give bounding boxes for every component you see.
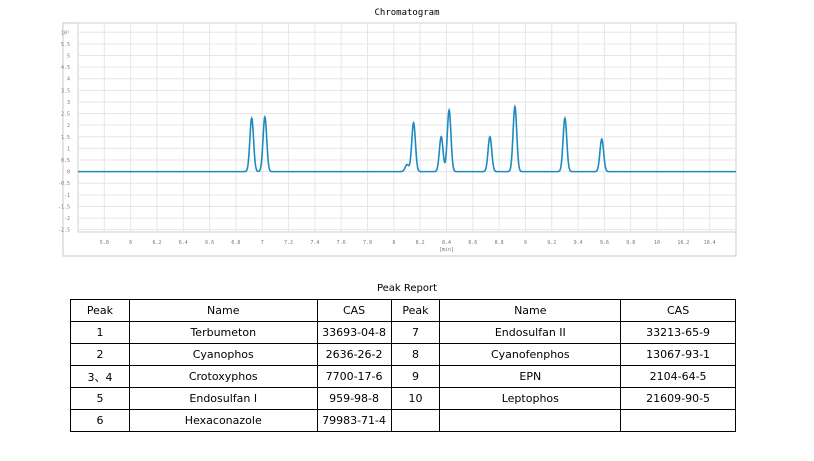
table-cell: Crotoxyphos	[128, 365, 318, 388]
header-cas: CAS	[316, 299, 392, 322]
table-cell: 33693-04-8	[316, 321, 392, 344]
y-tick-label: -1.5	[58, 204, 70, 210]
x-tick-label: 10.4	[704, 240, 716, 246]
table-cell: 2	[70, 343, 130, 366]
table-cell: Leptophos	[439, 387, 622, 410]
table-cell: Endosulfan I	[128, 387, 318, 410]
table-cell: 2636-26-2	[316, 343, 392, 366]
header-name: Name	[128, 299, 318, 322]
table-row: 6 Hexaconazole 79983-71-4	[70, 409, 736, 432]
table-cell: 6	[70, 409, 130, 432]
table-cell: Hexaconazole	[128, 409, 318, 432]
y-tick-label: 1.5	[61, 135, 70, 141]
y-tick-label: 5.5	[61, 42, 70, 48]
y-tick-label: 0	[67, 170, 70, 176]
table-cell: 10	[390, 387, 441, 410]
x-tick-label: 9.6	[600, 240, 609, 246]
y-tick-label: 1	[67, 146, 70, 152]
y-tick-label: 2.5	[61, 112, 70, 118]
table-row: 1 Terbumeton 33693-04-8 7 Endosulfan II …	[70, 321, 736, 344]
x-tick-label: 6.6	[205, 240, 214, 246]
table-cell	[439, 409, 622, 432]
table-cell: 3、4	[70, 365, 130, 388]
y-tick-label: 0.5	[61, 158, 70, 164]
y-tick-label: 3.5	[61, 88, 70, 94]
y-tick-label: -0.5	[58, 181, 70, 187]
x-tick-label: 7.6	[337, 240, 346, 246]
x-tick-label: 8.6	[468, 240, 477, 246]
x-tick-label: 8.8	[495, 240, 504, 246]
x-tick-label: 8.2	[416, 240, 425, 246]
table-cell: 13067-93-1	[620, 343, 736, 366]
x-tick-label: 7	[261, 240, 264, 246]
x-tick-label: 6.4	[179, 240, 188, 246]
y-tick-label: -1	[64, 193, 70, 199]
x-tick-label: 10	[654, 240, 660, 246]
table-row: 2 Cyanophos 2636-26-2 8 Cyanofenphos 130…	[70, 343, 736, 366]
table-cell	[390, 409, 441, 432]
x-tick-label: 9	[524, 240, 527, 246]
header-peak: Peak	[70, 299, 130, 322]
chart-frame	[62, 22, 737, 257]
x-tick-label: 7.4	[310, 240, 319, 246]
table-cell: 33213-65-9	[620, 321, 736, 344]
x-tick-label: 9.2	[547, 240, 556, 246]
y-tick-label: -2.5	[58, 228, 70, 234]
x-tick-label: 10.2	[677, 240, 689, 246]
chromatogram-trace	[78, 103, 736, 173]
x-tick-label: 7.8	[363, 240, 372, 246]
y-tick-label: 10⁵	[61, 30, 70, 36]
header-name-2: Name	[439, 299, 622, 322]
table-cell	[620, 409, 736, 432]
table-cell: 1	[70, 321, 130, 344]
table-cell: 5	[70, 387, 130, 410]
table-cell: 7	[390, 321, 441, 344]
x-tick-label: 6.8	[231, 240, 240, 246]
x-tick-label: 8	[392, 240, 395, 246]
table-cell: 21609-90-5	[620, 387, 736, 410]
header-peak-2: Peak	[390, 299, 441, 322]
table-cell: EPN	[439, 365, 622, 388]
table-cell: 79983-71-4	[316, 409, 392, 432]
y-tick-label: 4.5	[61, 65, 70, 71]
x-axis-label: [min]	[439, 247, 454, 253]
peak-report-table: Peak Name CAS Peak Name CAS 1 Terbumeton…	[70, 299, 736, 432]
x-tick-label: 8.4	[442, 240, 451, 246]
y-tick-label: 5	[67, 54, 70, 60]
table-cell: 2104-64-5	[620, 365, 736, 388]
table-cell: Terbumeton	[128, 321, 318, 344]
plot-area	[77, 22, 737, 233]
table-cell: Endosulfan II	[439, 321, 622, 344]
table-cell: 8	[390, 343, 441, 366]
x-tick-label: 6	[129, 240, 132, 246]
y-tick-label: 2	[67, 123, 70, 129]
chromatogram-chart: 10⁵ 5.5 5 4.5 4 3.5 3 2.5 2 1.5 1 0.5 0 -0.5 -1 -1.5 -2 -…	[58, 22, 737, 257]
table-row: 5 Endosulfan I 959-98-8 10 Leptophos 216…	[70, 387, 736, 410]
table-cell: Cyanophos	[128, 343, 318, 366]
y-tick-label: 4	[67, 77, 70, 83]
header-cas-2: CAS	[620, 299, 736, 322]
table-cell: 959-98-8	[316, 387, 392, 410]
x-tick-label: 5.8	[100, 240, 109, 246]
table-row: 3、4 Crotoxyphos 7700-17-6 9 EPN 2104-64-…	[70, 365, 736, 388]
table-header-row: Peak Name CAS Peak Name CAS	[70, 299, 736, 322]
table-cell: 9	[390, 365, 441, 388]
y-tick-label: -2	[64, 216, 70, 222]
y-tick-label: 3	[67, 100, 70, 106]
peak-report-title: Peak Report	[376, 283, 438, 294]
chart-title: Chromatogram	[374, 8, 440, 18]
x-tick-label: 6.2	[152, 240, 161, 246]
table-cell: 7700-17-6	[316, 365, 392, 388]
x-tick-label: 9.8	[626, 240, 635, 246]
table-cell: Cyanofenphos	[439, 343, 622, 366]
x-tick-label: 7.2	[284, 240, 293, 246]
x-tick-label: 9.4	[574, 240, 583, 246]
